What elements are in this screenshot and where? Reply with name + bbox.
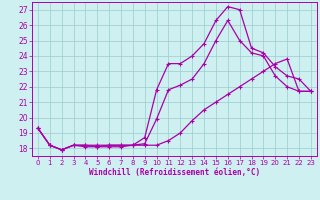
X-axis label: Windchill (Refroidissement éolien,°C): Windchill (Refroidissement éolien,°C): [89, 168, 260, 177]
